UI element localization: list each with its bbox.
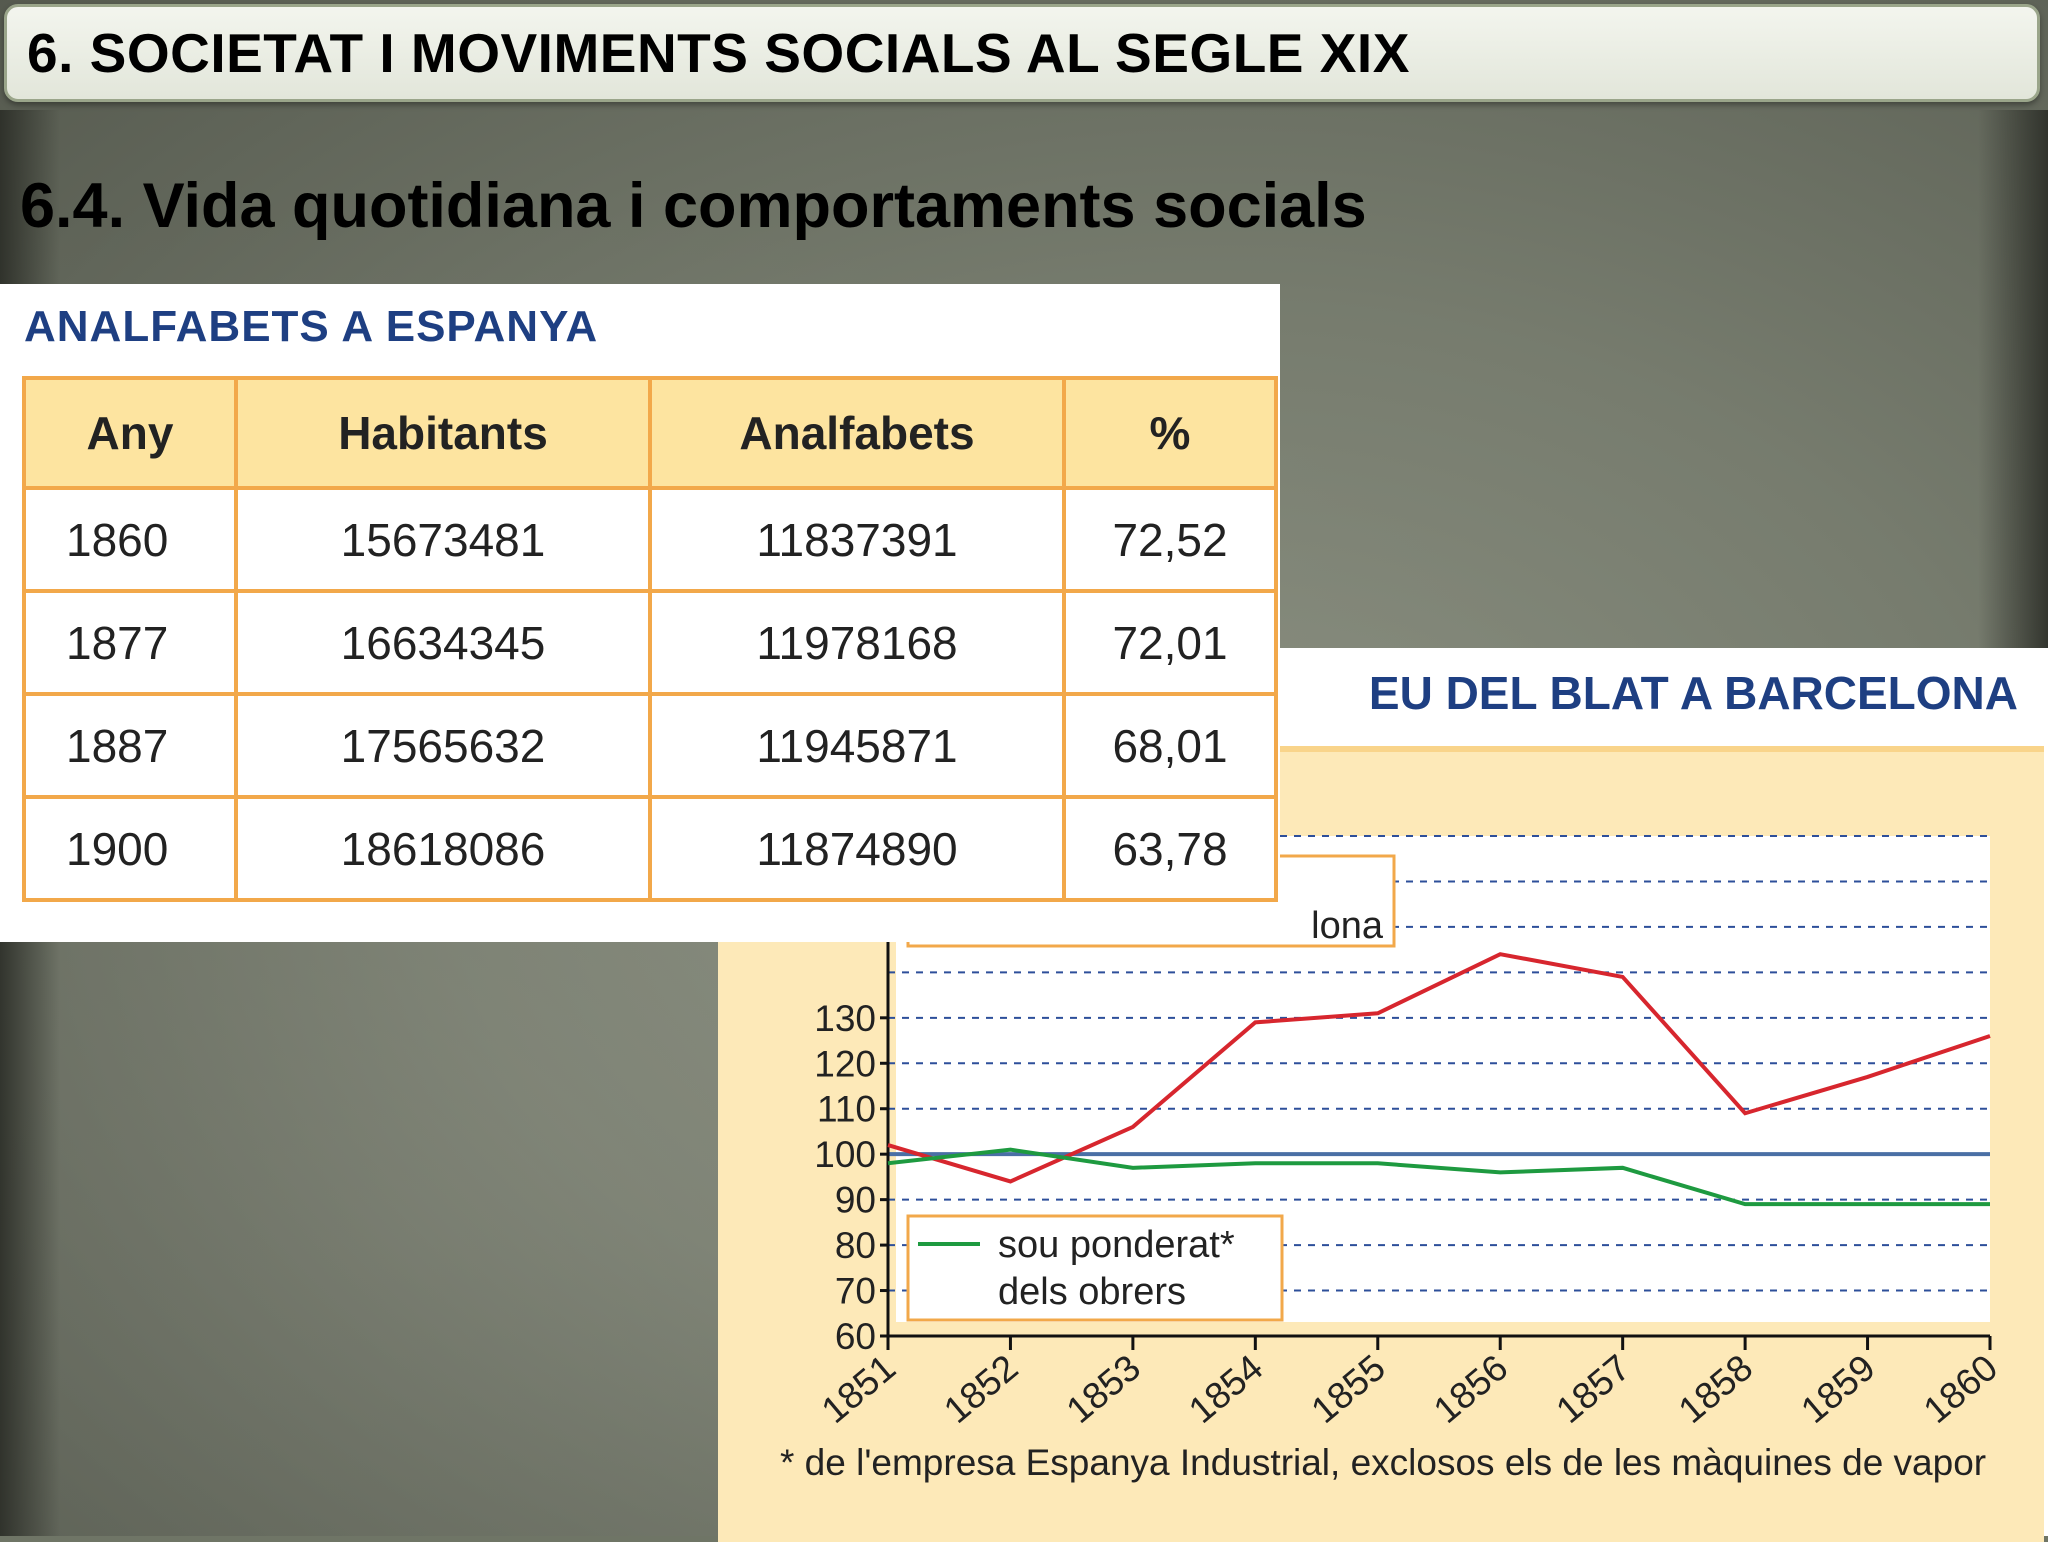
table-row: 1860 15673481 11837391 72,52: [22, 486, 1278, 593]
x-tick-label: 1855: [1304, 1347, 1393, 1431]
cell-illiterates: 11945871: [648, 692, 1066, 799]
cell-illiterates: 11874890: [648, 795, 1066, 902]
column-header-habitants: Habitants: [234, 376, 652, 490]
cell-inhabitants: 17565632: [234, 692, 652, 799]
chart-title-text: EU DEL BLAT A BARCELONA: [1368, 667, 2018, 719]
x-tick-label: 1860: [1916, 1347, 2005, 1431]
column-header-any: Any: [22, 376, 238, 490]
y-tick-label: 130: [814, 998, 876, 1039]
x-tick-label: 1856: [1426, 1347, 1515, 1431]
table-header-row: Any Habitants Analfabets %: [22, 376, 1278, 490]
table-row: 1877 16634345 11978168 72,01: [22, 589, 1278, 696]
cell-percent: 72,01: [1062, 589, 1278, 696]
y-tick-label: 120: [814, 1043, 876, 1084]
x-tick-label: 1854: [1181, 1347, 1270, 1431]
legend-red-label: lona: [1311, 905, 1384, 947]
x-tick-label: 1857: [1548, 1347, 1637, 1431]
cell-inhabitants: 18618086: [234, 795, 652, 902]
cell-year: 1900: [22, 795, 238, 902]
cell-year: 1877: [22, 589, 238, 696]
cell-illiterates: 11978168: [648, 589, 1066, 696]
x-axis-ticks: 1851 1852 1853 1854 1855 1856 1857 1858 1859 1860: [814, 1336, 2005, 1431]
slide-title: 6. SOCIETAT I MOVIMENTS SOCIALS AL SEGLE…: [27, 22, 1410, 84]
x-tick-label: 1858: [1671, 1347, 1760, 1431]
y-tick-label: 110: [817, 1089, 876, 1130]
series-line-workers-wage: [887, 1147, 1990, 1207]
table-title: ANALFABETS A ESPANYA: [24, 302, 599, 351]
cell-year: 1860: [22, 486, 238, 593]
cell-percent: 72,52: [1062, 486, 1278, 593]
slide-subtitle: 6.4. Vida quotidiana i comportaments soc…: [20, 171, 1367, 241]
cell-percent: 63,78: [1062, 795, 1278, 902]
cell-inhabitants: 15673481: [234, 486, 652, 593]
y-tick-label: 70: [835, 1271, 876, 1312]
legend-green-label-line1: sou ponderat*: [998, 1224, 1235, 1266]
x-tick-label: 1852: [936, 1347, 1025, 1431]
chart-title: EU DEL BLAT A BARCELONA: [718, 666, 2048, 728]
illiterates-table-panel: ANALFABETS A ESPANYA Any Habitants Analf…: [0, 284, 1280, 942]
cell-inhabitants: 16634345: [234, 589, 652, 696]
slide-title-bar: 6. SOCIETAT I MOVIMENTS SOCIALS AL SEGLE…: [4, 4, 2040, 102]
table-row: 1900 18618086 11874890 63,78: [22, 795, 1278, 902]
y-tick-label: 60: [835, 1316, 876, 1357]
x-tick-label: 1853: [1059, 1347, 1148, 1431]
y-tick-label: 100: [814, 1134, 876, 1175]
column-header-percent: %: [1062, 376, 1278, 490]
chart-footnote: * de l'empresa Espanya Industrial, exclo…: [780, 1442, 1987, 1483]
series-line-wheat-price: [887, 952, 1991, 1184]
column-header-analfabets: Analfabets: [648, 376, 1066, 490]
x-tick-label: 1859: [1793, 1347, 1882, 1431]
x-tick-label: 1851: [814, 1347, 903, 1431]
legend-box-green: [906, 1214, 1284, 1322]
legend-green-label-line2: dels obrers: [998, 1271, 1186, 1313]
y-tick-label: 90: [835, 1180, 876, 1221]
cell-year: 1887: [22, 692, 238, 799]
table-row: 1887 17565632 11945871 68,01: [22, 692, 1278, 799]
cell-percent: 68,01: [1062, 692, 1278, 799]
illiterates-table: Any Habitants Analfabets % 1860 15673481…: [22, 376, 1278, 902]
y-tick-label: 80: [835, 1225, 876, 1266]
cell-illiterates: 11837391: [648, 486, 1066, 593]
